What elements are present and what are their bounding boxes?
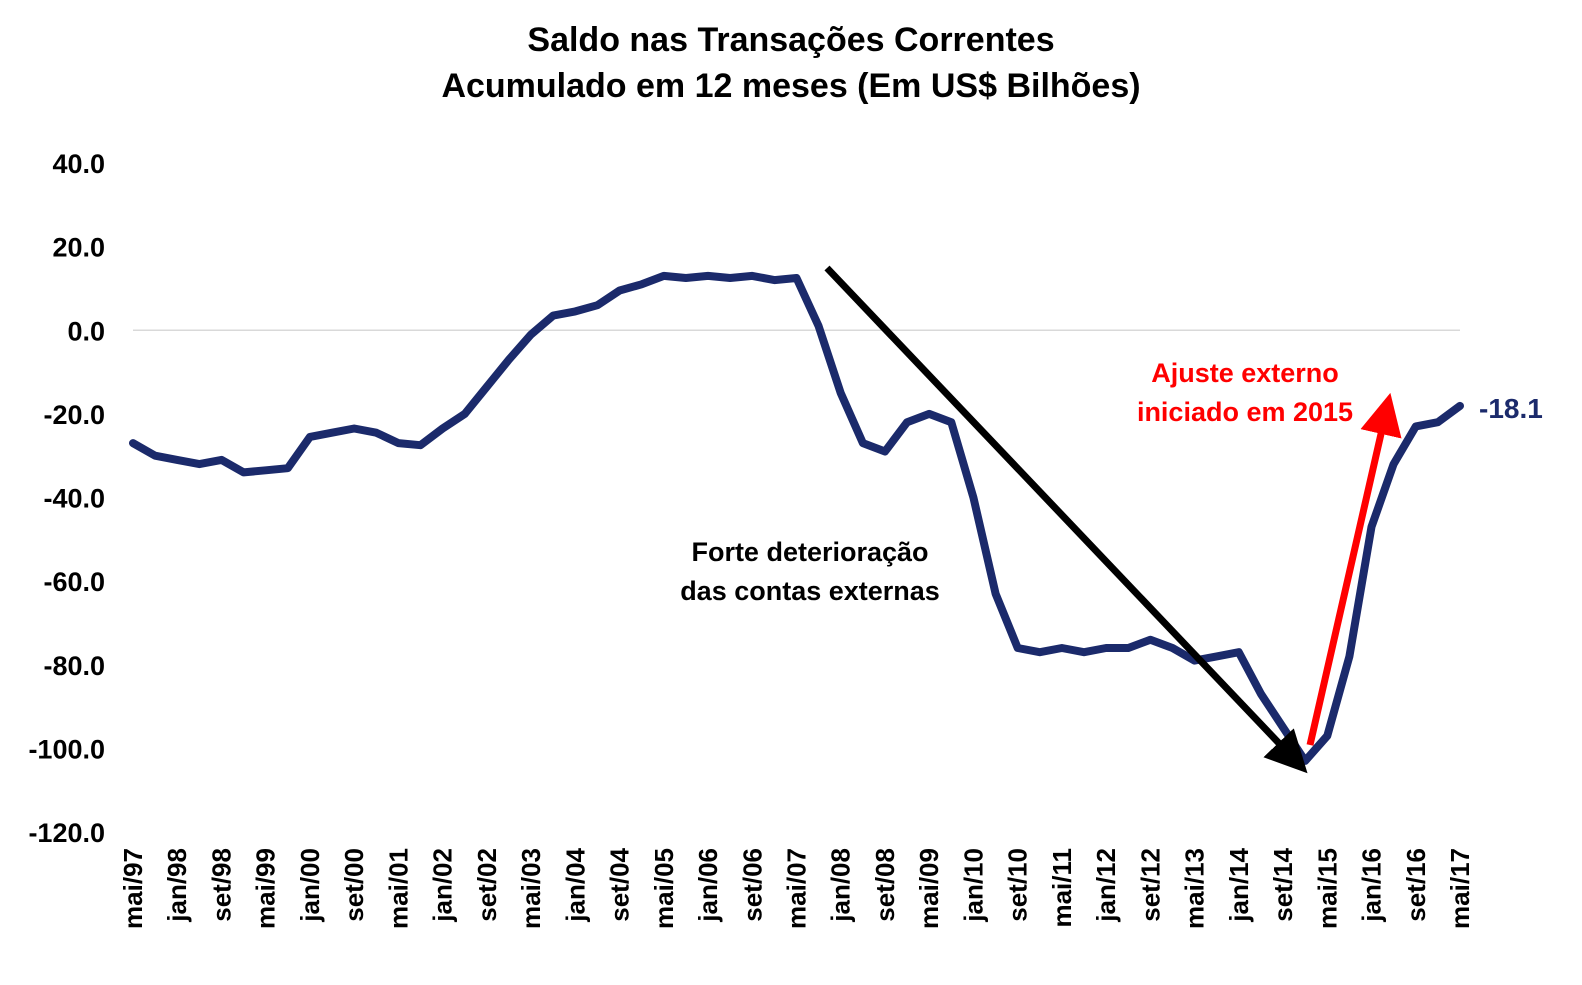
x-tick-label: set/98 [206,848,236,922]
series-line-group [129,271,1464,765]
x-tick-label: mai/11 [1047,848,1077,928]
x-tick-label: jan/06 [693,848,723,923]
x-tick-label: set/14 [1268,847,1298,921]
adjustment-arrow [1306,392,1402,746]
x-tick-label: set/12 [1135,848,1165,922]
x-tick-label: jan/16 [1357,848,1387,923]
series-line [129,271,1464,765]
y-tick-label: -100.0 [28,734,105,764]
y-tick-label: 0.0 [67,316,105,346]
x-tick-label: mai/15 [1312,848,1342,929]
x-tick-label: jan/04 [560,847,590,922]
x-tick-label: mai/03 [516,848,546,929]
x-tick-label: jan/98 [162,848,192,923]
y-tick-label: -80.0 [43,651,105,681]
x-tick-label: set/02 [472,848,502,922]
chart-title: Saldo nas Transações Correntes [527,21,1055,59]
x-tick-label: mai/97 [118,848,148,929]
y-tick-label: 20.0 [52,233,105,263]
x-tick-label: jan/12 [1091,848,1121,923]
x-tick-label: jan/14 [1224,847,1254,922]
deterioration-text-line2: das contas externas [680,576,940,606]
x-tick-label: mai/99 [251,848,281,929]
x-tick-label: mai/01 [383,848,413,929]
adjustment-text-line2: iniciado em 2015 [1137,397,1353,427]
x-tick-label: jan/00 [295,848,325,923]
deterioration-arrow [824,265,1308,774]
x-tick-label: jan/10 [958,848,988,923]
y-tick-label: 40.0 [52,149,105,179]
x-tick-label: jan/02 [428,848,458,923]
adjustment-text-line1: Ajuste externo [1151,358,1339,388]
y-tick-label: -20.0 [43,400,105,430]
y-tick-label: -40.0 [43,484,105,514]
x-tick-label: jan/08 [826,848,856,923]
x-tick-label: mai/07 [782,848,812,929]
x-tick-label: mai/17 [1445,848,1475,929]
x-tick-label: set/04 [605,847,635,921]
x-tick-label: set/06 [737,848,767,922]
chart-subtitle: Acumulado em 12 meses (Em US$ Bilhões) [441,67,1141,105]
x-tick-label: set/00 [339,848,369,922]
x-tick-label: mai/05 [649,848,679,929]
end-value-label: -18.1 [1479,393,1543,424]
x-tick-label: set/10 [1003,848,1033,922]
x-tick-label: mai/09 [914,848,944,929]
annotations: Forte deterioração das contas externas A… [680,265,1543,774]
x-tick-label: mai/13 [1180,848,1210,929]
deterioration-text-line1: Forte deterioração [691,537,928,567]
x-tick-label: set/08 [870,848,900,922]
y-tick-label: -120.0 [28,818,105,848]
x-axis: mai/97 jan/98 set/98 mai/99 jan/00 set/00 mai/… [118,847,1475,928]
x-tick-label: set/16 [1401,848,1431,922]
y-axis: 40.0 20.0 0.0 -20.0 -40.0 -60.0 -80.0 -100.0 -12… [28,149,105,848]
y-tick-label: -60.0 [43,567,105,597]
